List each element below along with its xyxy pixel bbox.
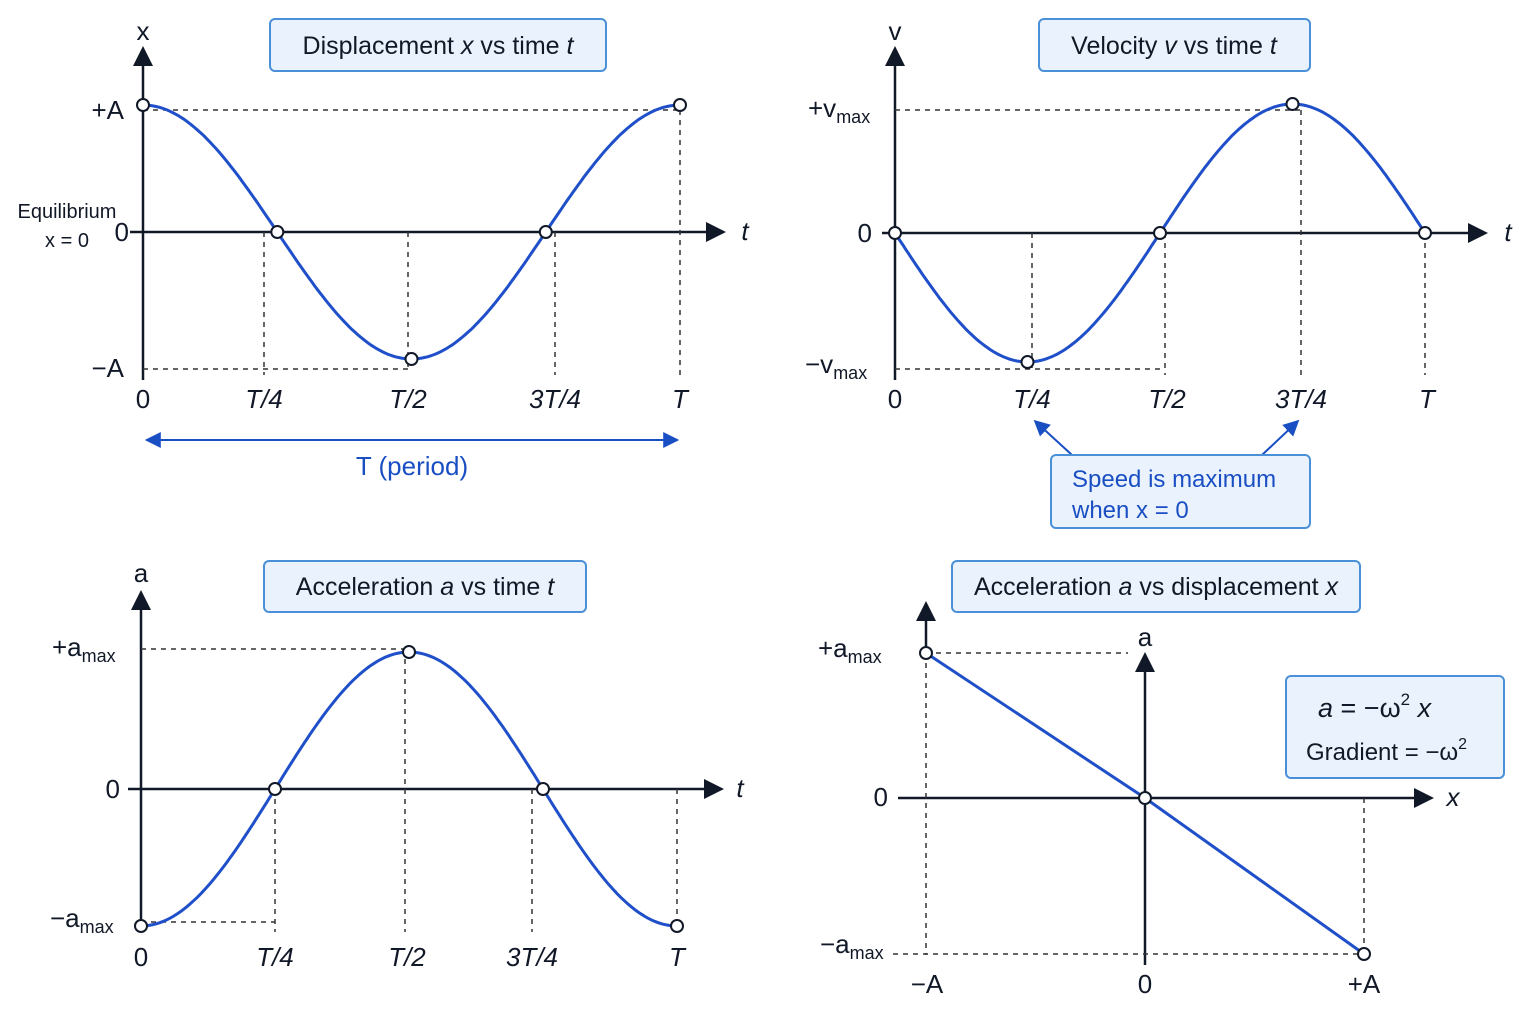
- velocity-x-tick: T: [1419, 384, 1437, 414]
- displacement-y-axis-label: x: [137, 16, 150, 46]
- acceleration_displacement-point: [919, 646, 933, 660]
- acceleration-time-x-tick: T/2: [388, 942, 426, 972]
- acceleration_time-point: [402, 645, 416, 659]
- acceleration-time-y-tick-bottom: −amax: [50, 903, 114, 937]
- displacement-point: [404, 352, 419, 366]
- period-label: T (period): [356, 451, 468, 481]
- acceleration-time-x-tick: 3T/4: [506, 942, 558, 972]
- acceleration-time-y-tick-top: +amax: [52, 632, 116, 666]
- displacement-x-axis-label: t: [741, 216, 750, 246]
- displacement-y-tick-bottom: −A: [91, 353, 124, 383]
- velocity-point: [1153, 226, 1167, 240]
- annotation-arrow-right: [1261, 419, 1300, 456]
- annotation-line-2: when x = 0: [1071, 497, 1189, 524]
- acceleration-displacement-y-tick-mid: 0: [874, 782, 888, 812]
- displacement-x-tick: 3T/4: [529, 384, 581, 414]
- velocity-chart: Velocity v vs time t v t +vmax 0 −vmax 0…: [805, 16, 1513, 529]
- acceleration-displacement-y-tick-bottom: −amax: [820, 929, 884, 963]
- acceleration-time-x-tick: T/4: [256, 942, 294, 972]
- acceleration-displacement-x-tick: −A: [911, 969, 944, 999]
- velocity-point: [888, 226, 902, 240]
- acceleration_time-point: [536, 782, 550, 796]
- gradient-text: Gradient = −ω2: [1306, 736, 1467, 766]
- velocity-y-tick-mid: 0: [858, 218, 872, 248]
- equilibrium-value: x = 0: [45, 230, 89, 252]
- displacement-x-tick: T/2: [389, 384, 427, 414]
- acceleration_displacement-point: [1357, 947, 1371, 961]
- acceleration-time-x-tick: 0: [134, 942, 148, 972]
- velocity-y-axis-label: v: [889, 16, 902, 46]
- displacement-point: [673, 98, 687, 112]
- displacement-x-tick: 0: [136, 384, 150, 414]
- acceleration-displacement-y-tick-top: +amax: [818, 633, 882, 667]
- acceleration-displacement-y-axis-label: a: [1138, 622, 1153, 652]
- acceleration-time-x-tick: T: [669, 942, 687, 972]
- acceleration-time-y-tick-mid: 0: [106, 774, 120, 804]
- velocity-x-axis-label: t: [1504, 217, 1513, 247]
- displacement-y-tick-mid: 0: [115, 217, 129, 247]
- annotation-arrow-left: [1033, 419, 1073, 456]
- displacement-point: [538, 225, 553, 239]
- displacement-title-box: [269, 18, 607, 72]
- formula-text: a = −ω2 x: [1318, 690, 1433, 723]
- acceleration-displacement-x-tick: +A: [1348, 969, 1381, 999]
- annotation-box: [1050, 454, 1311, 529]
- velocity-x-tick: T/2: [1148, 384, 1186, 414]
- velocity-point: [1020, 355, 1035, 369]
- acceleration-time-title-box: [263, 560, 587, 613]
- acceleration-displacement-x-tick: 0: [1138, 969, 1152, 999]
- acceleration_displacement-point: [1138, 791, 1152, 805]
- acceleration_time-point: [134, 919, 148, 933]
- velocity-y-tick-top: +vmax: [808, 93, 870, 127]
- velocity-title-box: [1038, 18, 1311, 72]
- acceleration-displacement-x-axis-label: x: [1445, 782, 1461, 812]
- velocity-x-tick: T/4: [1013, 384, 1051, 414]
- velocity-y-tick-bottom: −vmax: [805, 349, 867, 383]
- displacement-chart: Displacement x vs time t x t +A 0 −A Equ…: [18, 16, 751, 481]
- displacement-title: Displacement x vs time t: [303, 32, 575, 60]
- acceleration-time-chart: Acceleration a vs time t a t +amax 0 −am…: [50, 558, 745, 972]
- velocity-point: [1418, 226, 1432, 240]
- displacement-x-tick: T: [672, 384, 690, 414]
- annotation-line-1: Speed is maximum: [1072, 466, 1276, 493]
- velocity-x-tick: 3T/4: [1275, 384, 1327, 414]
- acceleration-displacement-title-box: [951, 560, 1361, 613]
- velocity-point: [1285, 97, 1300, 111]
- formula-box: [1285, 675, 1505, 779]
- displacement-point: [270, 225, 285, 239]
- displacement-y-tick-top: +A: [91, 95, 124, 125]
- acceleration-time-x-axis-label: t: [736, 773, 745, 803]
- displacement-x-tick: T/4: [245, 384, 283, 414]
- acceleration-time-y-axis-label: a: [134, 558, 149, 588]
- velocity-title: Velocity v vs time t: [1071, 32, 1278, 60]
- acceleration-displacement-chart: Acceleration a vs displacement x a x +am…: [818, 560, 1505, 999]
- displacement-point: [136, 98, 150, 112]
- acceleration-time-title: Acceleration a vs time t: [296, 573, 556, 601]
- acceleration_time-point: [670, 919, 684, 933]
- equilibrium-label: Equilibrium: [18, 201, 117, 223]
- acceleration_time-point: [268, 782, 282, 796]
- acceleration-displacement-title: Acceleration a vs displacement x: [974, 573, 1340, 601]
- velocity-x-tick: 0: [888, 384, 902, 414]
